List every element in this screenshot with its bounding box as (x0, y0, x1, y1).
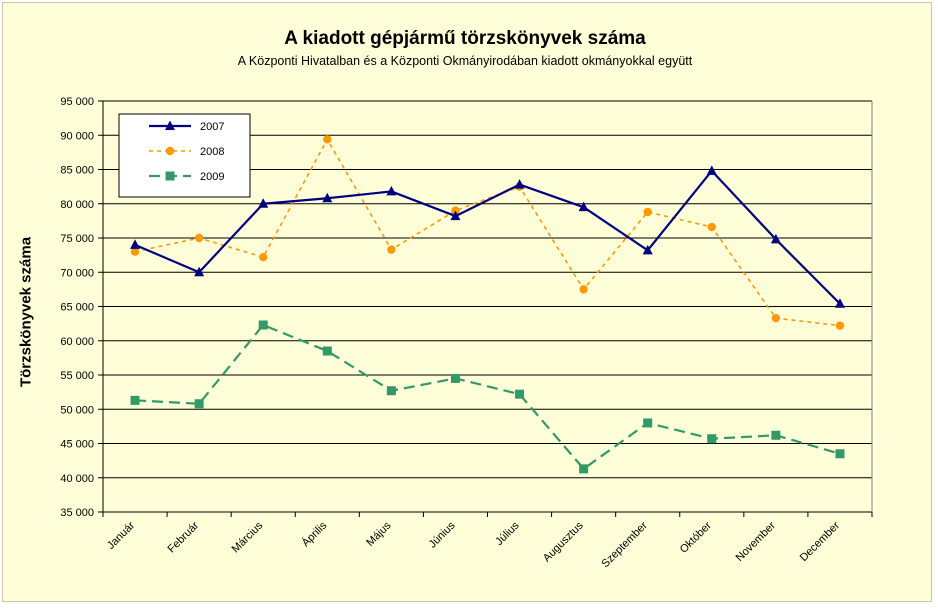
y-tick-label: 55 000 (60, 370, 94, 382)
y-tick-label: 60 000 (60, 336, 94, 348)
y-tick-label: 75 000 (60, 233, 94, 245)
data-point-2007 (642, 244, 653, 255)
y-tick-label: 95 000 (60, 96, 94, 108)
x-tick-label: Június (427, 519, 458, 550)
data-point-2007 (514, 179, 525, 189)
y-tick-label: 85 000 (60, 165, 94, 177)
axes (98, 100, 873, 517)
x-tick-label: Március (230, 519, 266, 555)
data-point-2007 (578, 201, 589, 212)
data-point-2008 (387, 245, 396, 254)
data-point-2009 (835, 449, 845, 459)
legend-marker-2009 (165, 171, 175, 181)
data-point-2007 (386, 185, 397, 196)
series-line-2009 (134, 323, 841, 470)
data-point-2008 (771, 313, 781, 323)
x-tick-label: Július (493, 519, 522, 548)
data-point-2009 (322, 346, 332, 356)
data-point-2007 (258, 198, 269, 208)
legend-marker-2007 (165, 120, 175, 130)
data-point-2007 (130, 239, 141, 249)
data-point-2008 (643, 207, 652, 217)
data-point-2008 (835, 321, 845, 330)
data-point-2007 (450, 210, 461, 221)
y-tick-label: 50 000 (60, 404, 94, 416)
x-tick-label: Szeptember (599, 519, 650, 570)
data-point-2008 (707, 222, 716, 232)
data-point-2007 (322, 192, 333, 203)
x-tick-label: Augusztus (541, 519, 586, 564)
data-point-2009 (258, 320, 268, 330)
x-tick-label: Április (299, 519, 330, 550)
legend: 2007 2008 2009 (118, 113, 251, 198)
data-point-2009 (386, 386, 396, 396)
y-tick-label: 45 000 (60, 439, 94, 451)
y-tick-label: 70 000 (60, 267, 94, 279)
series-lines (130, 135, 845, 474)
x-tick-label: Október (678, 519, 714, 555)
data-point-2009 (707, 434, 717, 444)
chart-title: A kiadott gépjármű törzskönyvek száma (284, 28, 646, 49)
data-point-2007 (834, 298, 845, 308)
x-tick-label: Január (105, 519, 138, 552)
legend-box (118, 113, 251, 198)
legend-label-2007: 2007 (200, 121, 224, 133)
data-point-2008 (323, 135, 332, 144)
legend-marker-2008 (165, 146, 175, 156)
series-line-2007 (134, 169, 841, 305)
data-point-2007 (770, 233, 781, 244)
data-point-2009 (130, 395, 140, 405)
y-tick-labels: 35 000 40 000 45 000 50 000 55 000 60 000 65 0… (60, 96, 94, 519)
data-point-2008 (130, 247, 140, 256)
y-tick-label: 90 000 (60, 130, 94, 142)
x-tick-label: November (734, 519, 779, 564)
data-point-2009 (515, 389, 525, 399)
y-tick-label: 80 000 (60, 199, 94, 211)
data-point-2008 (579, 285, 588, 294)
x-tick-labels: Január Február Március Április Május Június Jú… (105, 519, 842, 570)
data-point-2009 (194, 399, 204, 409)
data-point-2009 (643, 418, 653, 428)
chart-subtitle: A Központi Hivatalban és a Központi Okmá… (237, 54, 693, 68)
y-tick-label: 35 000 (60, 507, 94, 519)
data-point-2008 (259, 252, 268, 262)
y-tick-label: 65 000 (60, 302, 94, 314)
data-point-2009 (579, 464, 589, 474)
data-point-2009 (450, 373, 460, 383)
data-point-2009 (771, 430, 781, 440)
series-2009 (130, 320, 845, 474)
data-point-2008 (194, 233, 204, 243)
x-tick-label: Május (364, 519, 394, 549)
series-2007 (130, 165, 845, 308)
legend-label-2008: 2008 (200, 146, 224, 158)
series-line-2008 (134, 138, 841, 327)
data-point-2007 (706, 165, 717, 175)
x-tick-label: December (798, 519, 843, 564)
data-point-2007 (194, 266, 205, 277)
y-tick-label: 40 000 (60, 473, 94, 485)
x-tick-label: Február (166, 519, 202, 555)
chart-area (2, 2, 932, 602)
legend-label-2009: 2009 (200, 171, 224, 183)
